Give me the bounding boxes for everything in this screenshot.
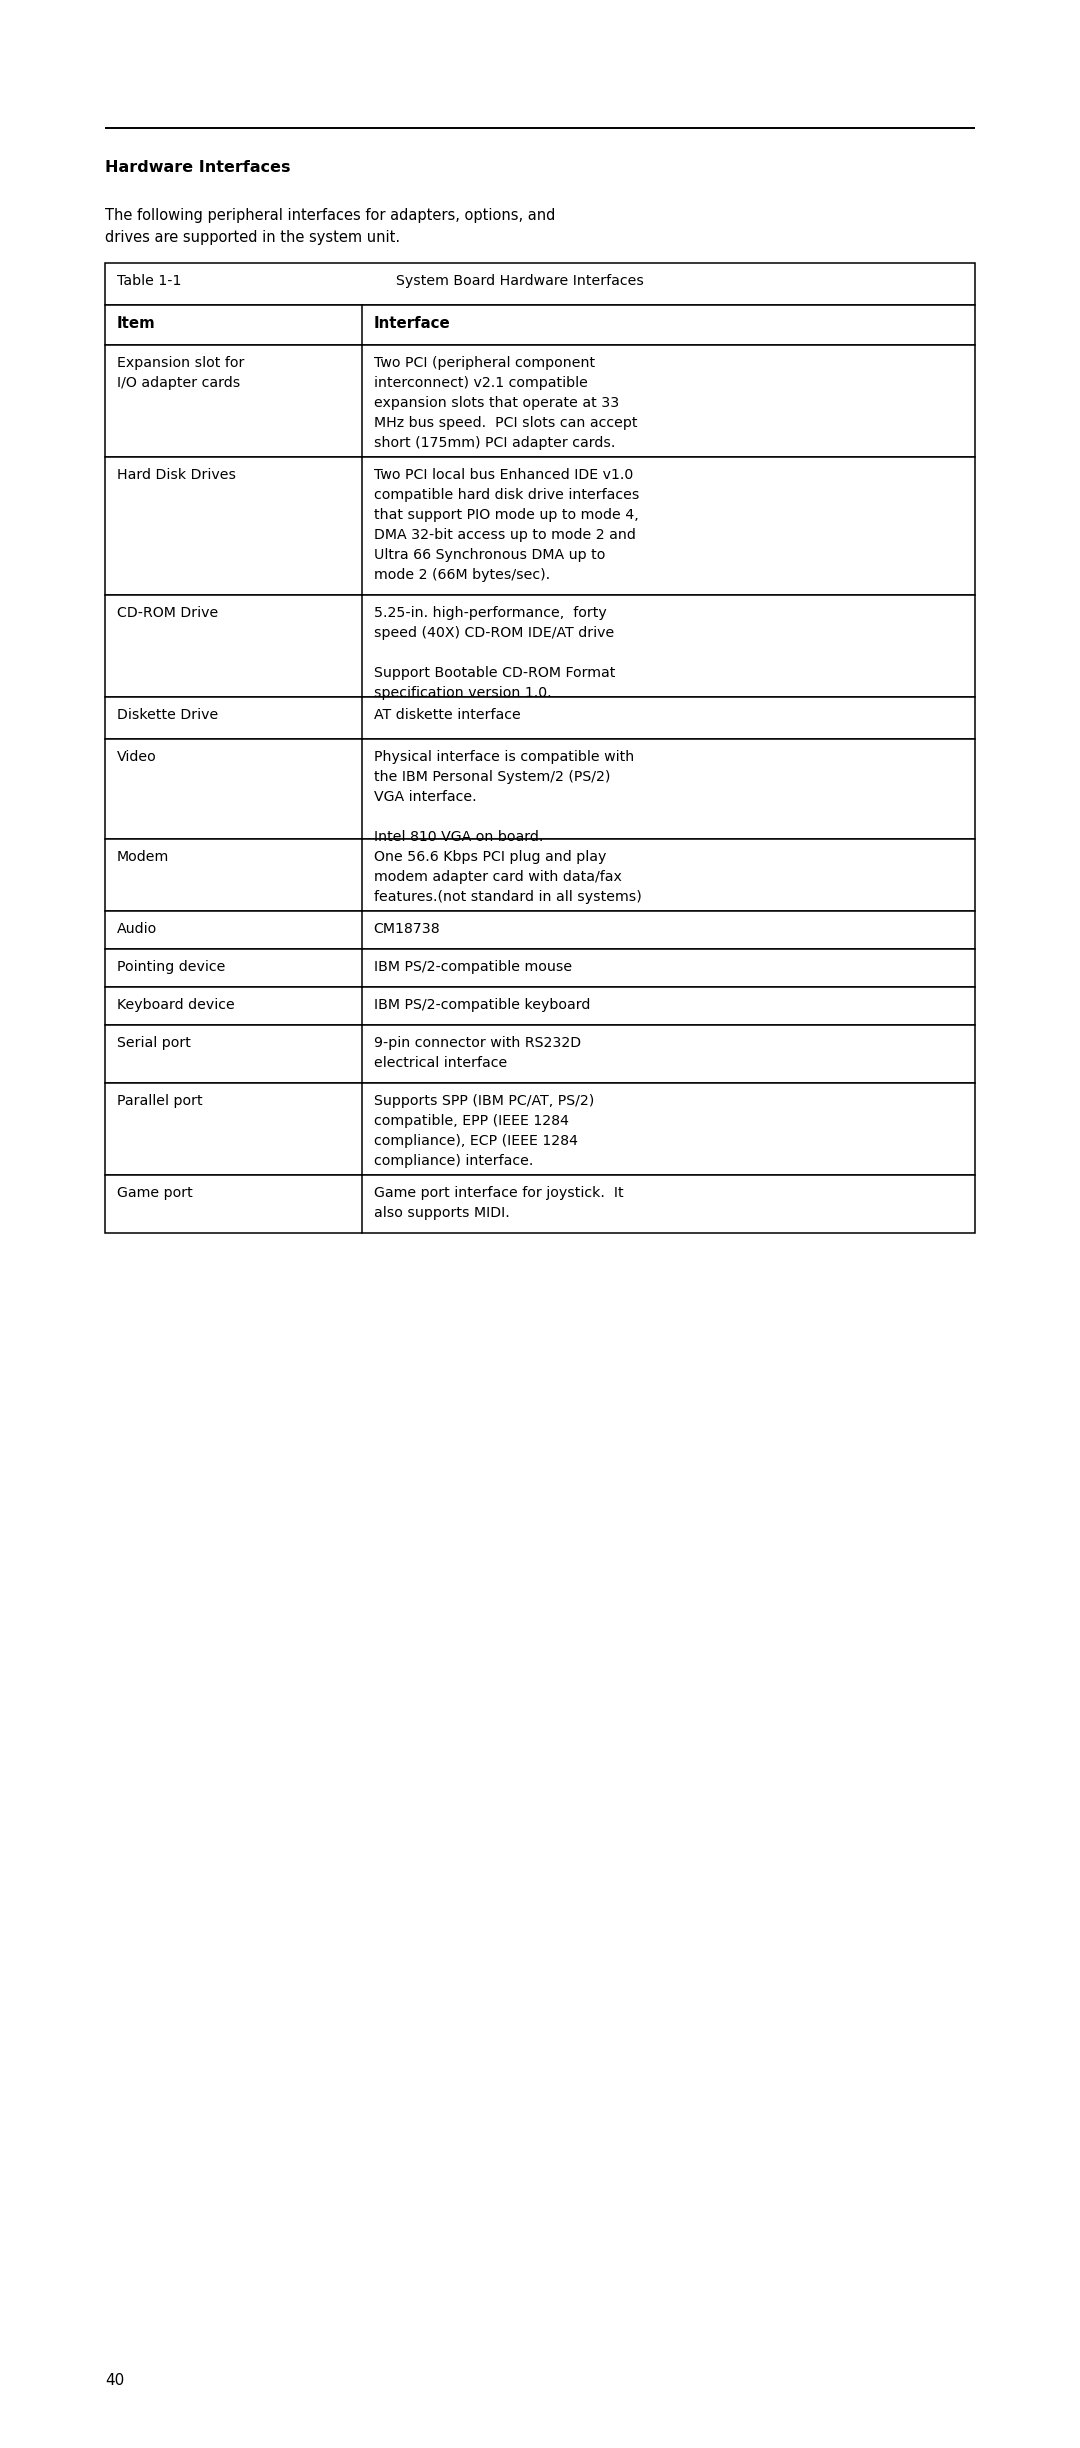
Text: 9-pin connector with RS232D
electrical interface: 9-pin connector with RS232D electrical i… <box>374 1036 581 1070</box>
Bar <box>105 739 975 840</box>
Text: Parallel port: Parallel port <box>117 1094 203 1109</box>
Text: Table 1-1: Table 1-1 <box>117 274 181 289</box>
Bar <box>105 698 975 739</box>
Text: One 56.6 Kbps PCI plug and play
modem adapter card with data/fax
features.(not s: One 56.6 Kbps PCI plug and play modem ad… <box>374 849 642 903</box>
Text: Game port interface for joystick.  It
also supports MIDI.: Game port interface for joystick. It als… <box>374 1185 623 1219</box>
Text: Hardware Interfaces: Hardware Interfaces <box>105 159 291 174</box>
Text: Modem: Modem <box>117 849 170 864</box>
Text: AT diskette interface: AT diskette interface <box>374 707 521 722</box>
Text: IBM PS/2-compatible keyboard: IBM PS/2-compatible keyboard <box>374 999 590 1011</box>
Text: 40: 40 <box>105 2372 124 2387</box>
Bar <box>105 345 975 458</box>
Text: System Board Hardware Interfaces: System Board Hardware Interfaces <box>396 274 644 289</box>
Bar <box>105 1175 975 1234</box>
Bar <box>105 306 975 345</box>
Text: Two PCI local bus Enhanced IDE v1.0
compatible hard disk drive interfaces
that s: Two PCI local bus Enhanced IDE v1.0 comp… <box>374 468 639 583</box>
Text: Two PCI (peripheral component
interconnect) v2.1 compatible
expansion slots that: Two PCI (peripheral component interconne… <box>374 355 637 450</box>
Bar <box>105 1082 975 1175</box>
Bar <box>105 950 975 987</box>
Text: Serial port: Serial port <box>117 1036 191 1050</box>
Bar <box>105 595 975 698</box>
Text: Diskette Drive: Diskette Drive <box>117 707 218 722</box>
Text: Keyboard device: Keyboard device <box>117 999 234 1011</box>
Text: Item: Item <box>117 316 156 330</box>
Text: Expansion slot for
I/O adapter cards: Expansion slot for I/O adapter cards <box>117 355 244 389</box>
Text: Game port: Game port <box>117 1185 192 1200</box>
Text: 5.25-in. high-performance,  forty
speed (40X) CD-ROM IDE/AT drive

Support Boota: 5.25-in. high-performance, forty speed (… <box>374 607 615 700</box>
Bar <box>105 262 975 306</box>
Text: IBM PS/2-compatible mouse: IBM PS/2-compatible mouse <box>374 960 571 974</box>
Text: CD-ROM Drive: CD-ROM Drive <box>117 607 218 619</box>
Text: Physical interface is compatible with
the IBM Personal System/2 (PS/2)
VGA inter: Physical interface is compatible with th… <box>374 749 634 845</box>
Text: Audio: Audio <box>117 923 158 935</box>
Bar <box>105 911 975 950</box>
Bar <box>105 840 975 911</box>
Text: Hard Disk Drives: Hard Disk Drives <box>117 468 237 482</box>
Text: The following peripheral interfaces for adapters, options, and
drives are suppor: The following peripheral interfaces for … <box>105 208 555 245</box>
Bar <box>105 987 975 1026</box>
Text: Supports SPP (IBM PC/AT, PS/2)
compatible, EPP (IEEE 1284
compliance), ECP (IEEE: Supports SPP (IBM PC/AT, PS/2) compatibl… <box>374 1094 594 1168</box>
Text: CM18738: CM18738 <box>374 923 441 935</box>
Bar <box>105 458 975 595</box>
Text: Pointing device: Pointing device <box>117 960 226 974</box>
Text: Video: Video <box>117 749 157 764</box>
Text: Interface: Interface <box>374 316 450 330</box>
Bar <box>105 1026 975 1082</box>
